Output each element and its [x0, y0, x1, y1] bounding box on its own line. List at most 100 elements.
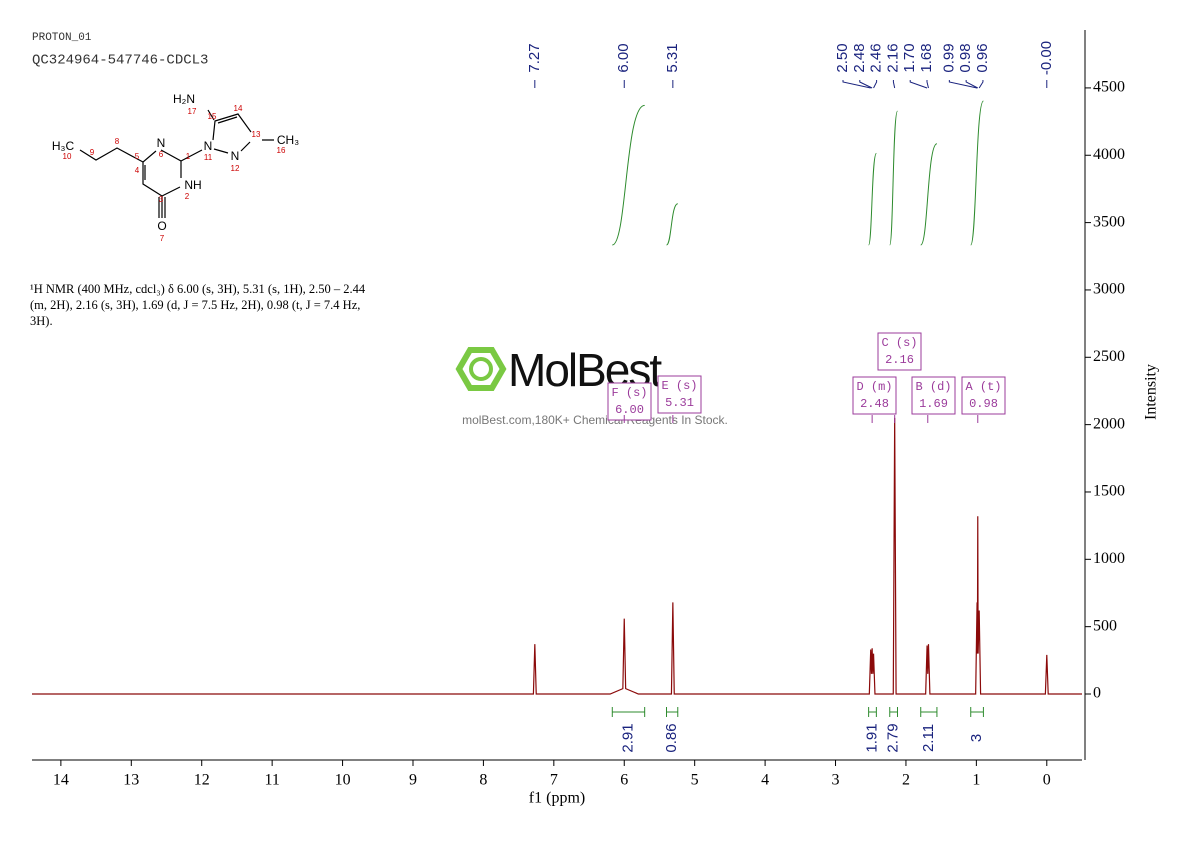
integral-value: 0.86 — [663, 723, 680, 752]
y-tick-label: 2500 — [1093, 348, 1125, 365]
multiplet-name: E (s) — [661, 379, 697, 393]
atom-number: 8 — [115, 137, 120, 146]
nmr-description: ¹H NMR (400 MHz, cdcl₃) δ 6.00 (s, 3H), … — [30, 282, 366, 328]
integral-bracket — [666, 707, 679, 717]
y-axis-label: Intensity — [1143, 364, 1160, 420]
multiplet-name: A (t) — [965, 380, 1001, 394]
multiplet-name: F (s) — [611, 386, 647, 400]
atom-label: H₃C — [52, 139, 75, 153]
peak-label: -0.00 — [1038, 41, 1055, 75]
atom-label: CH₃ — [277, 133, 299, 147]
atom-number: 7 — [160, 234, 165, 243]
y-tick-label: 0 — [1093, 685, 1101, 702]
multiplet-box — [961, 376, 1006, 415]
multiplet-shift: 2.48 — [860, 397, 889, 411]
x-tick-label: 2 — [902, 772, 910, 789]
integral-curve — [666, 203, 679, 246]
x-axis-label: f1 (ppm) — [529, 790, 585, 807]
integral-bracket — [889, 707, 898, 717]
multiplet-shift: 6.00 — [615, 403, 644, 417]
peak-label: 5.31 — [664, 43, 681, 72]
peak-label: 1.68 — [918, 43, 935, 72]
multiplet-shift: 0.98 — [969, 397, 998, 411]
integral-curve — [868, 152, 877, 246]
peak-label: 0.98 — [957, 43, 974, 72]
x-tick-label: 13 — [123, 772, 139, 789]
integral-value: 2.79 — [885, 723, 902, 752]
multiplet-box — [657, 375, 702, 414]
integral-bracket — [920, 707, 938, 717]
peak-label: 7.27 — [526, 43, 543, 72]
atom-label: H₂N — [173, 92, 195, 106]
multiplet-box — [877, 332, 922, 371]
sample-name: QC324964-547746-CDCL3 — [32, 53, 208, 69]
x-tick-label: 5 — [691, 772, 699, 789]
watermark-tagline: molBest.com,180K+ Chemical Reagents In S… — [462, 413, 728, 427]
spectrum-line — [32, 417, 1082, 695]
y-tick-label: 1000 — [1093, 550, 1125, 567]
y-tick-label: 4000 — [1093, 146, 1125, 163]
y-tick-label: 1500 — [1093, 483, 1125, 500]
atom-number: 5 — [135, 152, 140, 161]
peak-leader — [909, 80, 928, 89]
integral-bracket — [970, 707, 984, 717]
peak-leader — [892, 80, 896, 89]
peak-label: 2.48 — [851, 43, 868, 72]
atom-number: 17 — [188, 107, 197, 116]
y-tick-label: 3500 — [1093, 213, 1125, 230]
y-tick-label: 4500 — [1093, 79, 1125, 96]
y-tick-label: 500 — [1093, 617, 1117, 634]
atom-number: 16 — [277, 146, 286, 155]
peak-leader — [926, 80, 929, 89]
x-tick-label: 0 — [1043, 772, 1051, 789]
integral-bracket — [868, 707, 877, 717]
integral-value: 2.11 — [920, 724, 937, 752]
x-tick-label: 11 — [264, 772, 279, 789]
peak-label: 0.99 — [940, 43, 957, 72]
x-tick-label: 1 — [972, 772, 980, 789]
integral-curve — [889, 110, 898, 246]
experiment-name: PROTON_01 — [32, 32, 92, 44]
atom-number: 15 — [208, 112, 217, 121]
atom-number: 10 — [63, 152, 72, 161]
multiplet-shift: 2.16 — [885, 353, 914, 367]
peak-leader — [965, 80, 979, 89]
x-tick-label: 3 — [832, 772, 840, 789]
peak-label: 1.70 — [901, 43, 918, 72]
atom-number: 9 — [90, 148, 95, 157]
integral-value: 3 — [968, 734, 985, 742]
atom-label: O — [157, 219, 166, 233]
peak-label: 2.16 — [884, 43, 901, 72]
y-tick-label: 3000 — [1093, 281, 1125, 298]
x-tick-label: 6 — [620, 772, 628, 789]
atom-number: 14 — [234, 104, 243, 113]
bond-lines — [79, 109, 274, 218]
multiplet-box — [911, 376, 956, 415]
multiplet-name: B (d) — [915, 380, 951, 394]
atom-label: N — [204, 139, 213, 153]
multiplet-box — [852, 376, 897, 415]
integral-curve — [612, 104, 645, 246]
x-tick-label: 10 — [335, 772, 351, 789]
y-tick-label: 2000 — [1093, 415, 1125, 432]
x-tick-label: 4 — [761, 772, 769, 789]
integral-curve — [920, 143, 938, 246]
multiplet-shift: 5.31 — [665, 396, 694, 410]
atom-label: NH — [184, 178, 201, 192]
atom-number: 13 — [252, 130, 261, 139]
atom-number: 3 — [159, 195, 164, 204]
atom-label: N — [231, 149, 240, 163]
x-tick-label: 12 — [194, 772, 210, 789]
multiplet-shift: 1.69 — [919, 397, 948, 411]
integral-value: 1.91 — [863, 723, 880, 752]
x-tick-label: 7 — [550, 772, 558, 789]
logo-icon — [455, 347, 507, 391]
peak-label: 2.46 — [868, 43, 885, 72]
peak-leader — [978, 80, 984, 89]
atom-number: 11 — [204, 153, 213, 162]
peak-label: 6.00 — [615, 43, 632, 72]
description-box: ¹H NMR (400 MHz, cdcl₃) δ 6.00 (s, 3H), … — [30, 282, 366, 328]
peak-leader — [873, 80, 878, 89]
